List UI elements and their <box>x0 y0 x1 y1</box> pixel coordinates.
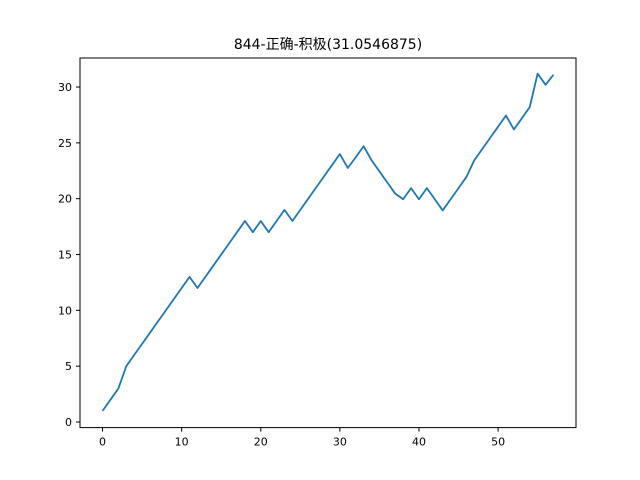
series-line-0 <box>101 72 555 412</box>
chart-title: 844-正确-积极(31.0546875) <box>234 37 422 53</box>
x-tick-label: 10 <box>175 436 189 449</box>
y-tick-label: 5 <box>65 360 72 373</box>
plot-area <box>101 72 555 412</box>
x-axis: 0 10 20 30 40 50 <box>99 427 505 449</box>
y-tick-label: 15 <box>58 249 72 262</box>
y-tick-label: 30 <box>58 81 72 94</box>
y-axis: 0 5 10 15 20 25 30 <box>58 81 80 429</box>
y-tick-label: 0 <box>65 416 72 429</box>
x-tick-label: 50 <box>491 436 505 449</box>
y-tick-label: 20 <box>58 193 72 206</box>
y-tick-label: 10 <box>58 304 72 317</box>
x-tick-label: 40 <box>412 436 426 449</box>
x-tick-label: 30 <box>333 436 347 449</box>
y-tick-label: 25 <box>58 137 72 150</box>
axes-frame <box>79 57 577 429</box>
x-tick-label: 20 <box>254 436 268 449</box>
x-tick-label: 0 <box>99 436 106 449</box>
